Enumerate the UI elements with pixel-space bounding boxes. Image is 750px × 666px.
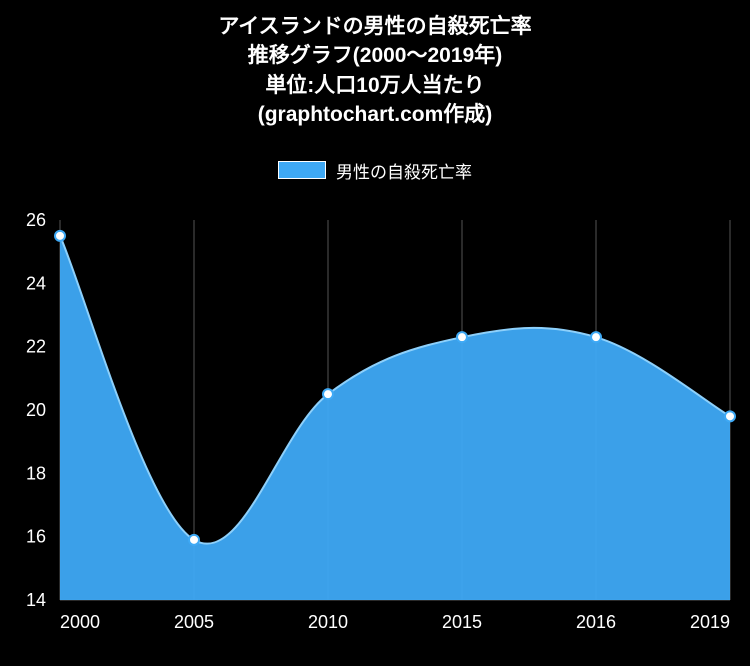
y-tick-label: 18 — [26, 463, 46, 483]
legend: 男性の自殺死亡率 — [0, 158, 750, 183]
data-marker — [189, 535, 199, 545]
x-tick-label: 2016 — [576, 612, 616, 632]
y-tick-label: 22 — [26, 337, 46, 357]
data-marker — [323, 389, 333, 399]
legend-swatch — [278, 161, 326, 179]
y-tick-label: 16 — [26, 527, 46, 547]
y-tick-label: 14 — [26, 590, 46, 610]
data-marker — [55, 231, 65, 241]
data-marker — [457, 332, 467, 342]
title-line-3: 単位:人口10万人当たり — [0, 71, 750, 100]
y-tick-label: 24 — [26, 273, 46, 293]
title-line-4: (graphtochart.com作成) — [0, 100, 750, 129]
data-marker — [725, 411, 735, 421]
data-marker — [591, 332, 601, 342]
area-fill — [60, 236, 730, 600]
x-tick-label: 2019 — [690, 612, 730, 632]
area-chart-svg: 14 16 18 20 22 24 26 2000 2005 2010 2015 2016 2019 — [0, 210, 750, 650]
y-tick-label: 26 — [26, 210, 46, 230]
title-line-2: 推移グラフ(2000〜2019年) — [0, 41, 750, 70]
x-tick-label: 2000 — [60, 612, 100, 632]
y-tick-label: 20 — [26, 400, 46, 420]
chart-title: アイスランドの男性の自殺死亡率 推移グラフ(2000〜2019年) 単位:人口1… — [0, 0, 750, 130]
title-line-1: アイスランドの男性の自殺死亡率 — [0, 12, 750, 41]
x-tick-label: 2015 — [442, 612, 482, 632]
x-tick-label: 2005 — [174, 612, 214, 632]
chart-area: 14 16 18 20 22 24 26 2000 2005 2010 2015 2016 2019 — [0, 210, 750, 650]
legend-label: 男性の自殺死亡率 — [336, 158, 472, 183]
x-tick-label: 2010 — [308, 612, 348, 632]
